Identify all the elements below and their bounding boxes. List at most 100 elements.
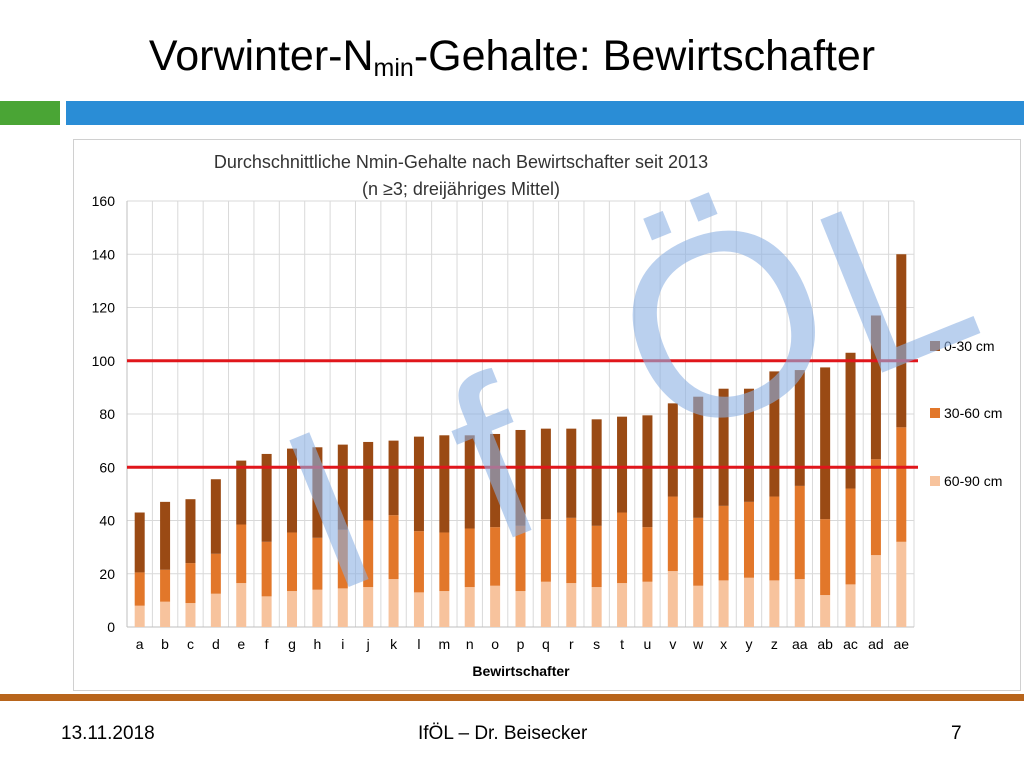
x-tick-label-f: f [265, 636, 269, 652]
slide-title-main: Vorwinter-N [148, 32, 374, 80]
accent-bar-blue [66, 101, 1024, 125]
bar-segment-a-0-30 [134, 512, 145, 573]
bar-segment-ae-60-90 [896, 541, 907, 627]
bar-segment-q-60-90 [540, 581, 551, 627]
bar-segment-m-30-60 [439, 532, 450, 592]
x-tick-label-ae: ae [894, 636, 910, 652]
bar-segment-l-30-60 [413, 531, 424, 593]
y-tick-label-100: 100 [92, 353, 116, 369]
x-tick-label-ad: ad [868, 636, 884, 652]
bar-segment-i-0-30 [337, 444, 348, 530]
y-tick-label-60: 60 [99, 459, 115, 475]
x-tick-label-aa: aa [792, 636, 808, 652]
bar-segment-w-30-60 [693, 517, 704, 586]
bar-segment-h-60-90 [312, 589, 323, 627]
legend-swatch-30-60 [930, 408, 940, 418]
y-tick-label-120: 120 [92, 300, 116, 316]
x-tick-label-i: i [341, 636, 344, 652]
footer-divider [0, 694, 1024, 701]
bar-segment-w-0-30 [693, 396, 704, 518]
bar-segment-a-60-90 [134, 605, 145, 627]
bar-segment-c-30-60 [185, 563, 196, 604]
bar-segment-f-0-30 [261, 453, 272, 542]
bar-segment-b-60-90 [160, 601, 171, 627]
bar-segment-j-0-30 [363, 441, 374, 521]
x-tick-label-b: b [161, 636, 169, 652]
chart: Durchschnittliche Nmin-Gehalte nach Bewi… [92, 140, 1007, 679]
bar-segment-e-30-60 [236, 524, 247, 584]
bar-segment-b-0-30 [160, 501, 171, 570]
bar-segment-z-30-60 [769, 496, 780, 581]
bar-segment-d-0-30 [210, 479, 221, 554]
bar-segment-t-0-30 [617, 416, 628, 513]
slide-title-rest: -Gehalte: Bewirtschafter [413, 32, 876, 80]
bar-segment-v-0-30 [667, 403, 678, 497]
bar-segment-v-60-90 [667, 571, 678, 627]
bar-segment-q-0-30 [540, 428, 551, 520]
bar-segment-u-0-30 [642, 415, 653, 528]
bar-segment-u-60-90 [642, 581, 653, 627]
bar-segment-n-60-90 [464, 587, 475, 627]
x-tick-label-n: n [466, 636, 474, 652]
bar-segment-t-30-60 [617, 512, 628, 584]
slide-title-subscript: min [373, 54, 414, 82]
x-tick-label-e: e [237, 636, 245, 652]
x-tick-label-r: r [569, 636, 574, 652]
x-tick-label-h: h [314, 636, 322, 652]
bar-segment-b-30-60 [160, 569, 171, 602]
bar-segment-s-60-90 [591, 587, 602, 627]
x-tick-label-m: m [439, 636, 451, 652]
bar-segment-j-30-60 [363, 520, 374, 588]
bar-segment-p-0-30 [515, 429, 526, 526]
bar-segment-h-0-30 [312, 447, 323, 538]
bar-segment-s-0-30 [591, 419, 602, 526]
x-tick-label-s: s [593, 636, 600, 652]
bar-segment-w-60-90 [693, 585, 704, 627]
bar-segment-ad-30-60 [870, 459, 881, 556]
bar-segment-i-30-60 [337, 529, 348, 589]
x-tick-label-g: g [288, 636, 296, 652]
bar-segment-e-0-30 [236, 460, 247, 525]
bar-segment-c-60-90 [185, 603, 196, 627]
bar-segment-o-30-60 [490, 527, 501, 586]
bar-segment-d-60-90 [210, 593, 221, 627]
bar-segment-x-60-90 [718, 580, 729, 627]
x-tick-label-d: d [212, 636, 220, 652]
bar-segment-k-0-30 [388, 440, 399, 516]
bar-segment-ac-0-30 [845, 352, 856, 489]
bar-segment-ad-60-90 [870, 555, 881, 627]
x-tick-label-k: k [390, 636, 398, 652]
bar-segment-aa-0-30 [794, 370, 805, 486]
footer-date: 13.11.2018 [61, 723, 155, 744]
legend-swatch-60-90 [930, 476, 940, 486]
bar-segment-d-30-60 [210, 553, 221, 594]
bar-segment-ae-30-60 [896, 427, 907, 542]
bar-segment-s-30-60 [591, 525, 602, 588]
footer-page-number: 7 [951, 723, 962, 744]
legend-swatch-0-30 [930, 341, 940, 351]
bar-segment-y-30-60 [743, 501, 754, 578]
x-tick-label-l: l [417, 636, 420, 652]
bar-segment-x-30-60 [718, 505, 729, 581]
bar-segment-ac-30-60 [845, 488, 856, 585]
bar-segment-ac-60-90 [845, 584, 856, 627]
bar-segment-k-60-90 [388, 579, 399, 627]
bar-segment-l-0-30 [413, 436, 424, 532]
bar-segment-aa-30-60 [794, 485, 805, 580]
chart-frame: Durchschnittliche Nmin-Gehalte nach Bewi… [73, 139, 1021, 691]
bar-segment-g-0-30 [287, 448, 298, 533]
bar-segment-g-60-90 [287, 591, 298, 627]
legend-label-0-30: 0-30 cm [944, 338, 995, 354]
x-tick-label-ac: ac [843, 636, 858, 652]
x-tick-label-p: p [517, 636, 525, 652]
y-tick-label-0: 0 [107, 619, 115, 635]
x-tick-label-z: z [771, 636, 778, 652]
bar-segment-r-30-60 [566, 517, 577, 584]
x-tick-label-w: w [692, 636, 704, 652]
bar-segment-g-30-60 [287, 532, 298, 592]
bar-segment-aa-60-90 [794, 579, 805, 627]
footer-center-text: IfÖL – Dr. Beisecker [418, 723, 588, 744]
x-tick-label-c: c [187, 636, 194, 652]
x-tick-label-u: u [644, 636, 652, 652]
